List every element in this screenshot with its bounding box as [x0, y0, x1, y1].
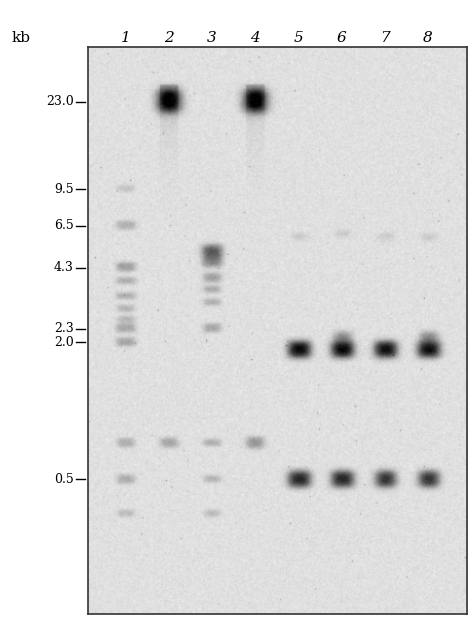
Text: 0.5: 0.5 [54, 473, 73, 486]
Text: 1: 1 [121, 31, 130, 45]
Text: 3: 3 [207, 31, 217, 45]
Text: kb: kb [12, 31, 31, 45]
Text: 8: 8 [423, 31, 433, 45]
Text: 7: 7 [380, 31, 390, 45]
Text: 2: 2 [164, 31, 173, 45]
Text: 6: 6 [337, 31, 347, 45]
Text: 9.5: 9.5 [54, 183, 73, 196]
Text: 6.5: 6.5 [54, 219, 73, 232]
Text: 4: 4 [250, 31, 260, 45]
Text: 4.3: 4.3 [54, 261, 73, 274]
Text: 2.3: 2.3 [54, 322, 73, 335]
Text: 2.0: 2.0 [54, 336, 73, 349]
Text: 23.0: 23.0 [46, 95, 73, 108]
Text: 5: 5 [294, 31, 304, 45]
